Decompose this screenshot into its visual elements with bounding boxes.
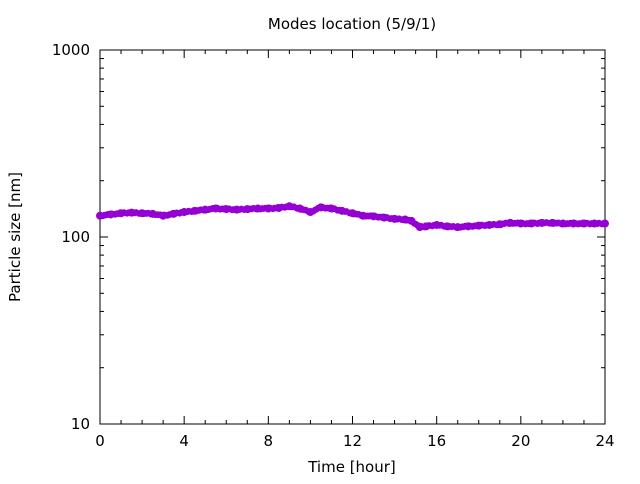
ticks-layer: 0 4 8 12 16 20 24 10 100 1000: [52, 41, 615, 450]
plot-frame: [99, 49, 606, 425]
chart-title: Modes location (5/9/1): [268, 15, 436, 33]
x-axis-label: Time [hour]: [307, 458, 396, 476]
x-tick-label: 4: [179, 432, 189, 450]
x-tick-label: 8: [264, 432, 274, 450]
y-axis-label: Particle size [nm]: [6, 172, 24, 302]
data-marker: [600, 220, 607, 227]
x-tick-label: 16: [427, 432, 446, 450]
y-tick-label: 1000: [52, 41, 90, 59]
y-tick-label: 100: [61, 228, 90, 246]
y-tick-label: 10: [71, 415, 90, 433]
x-tick-label: 24: [595, 432, 614, 450]
x-tick-label: 20: [511, 432, 530, 450]
x-tick-label: 12: [343, 432, 362, 450]
data-points-layer: [96, 202, 609, 232]
x-tick-label: 0: [95, 432, 105, 450]
